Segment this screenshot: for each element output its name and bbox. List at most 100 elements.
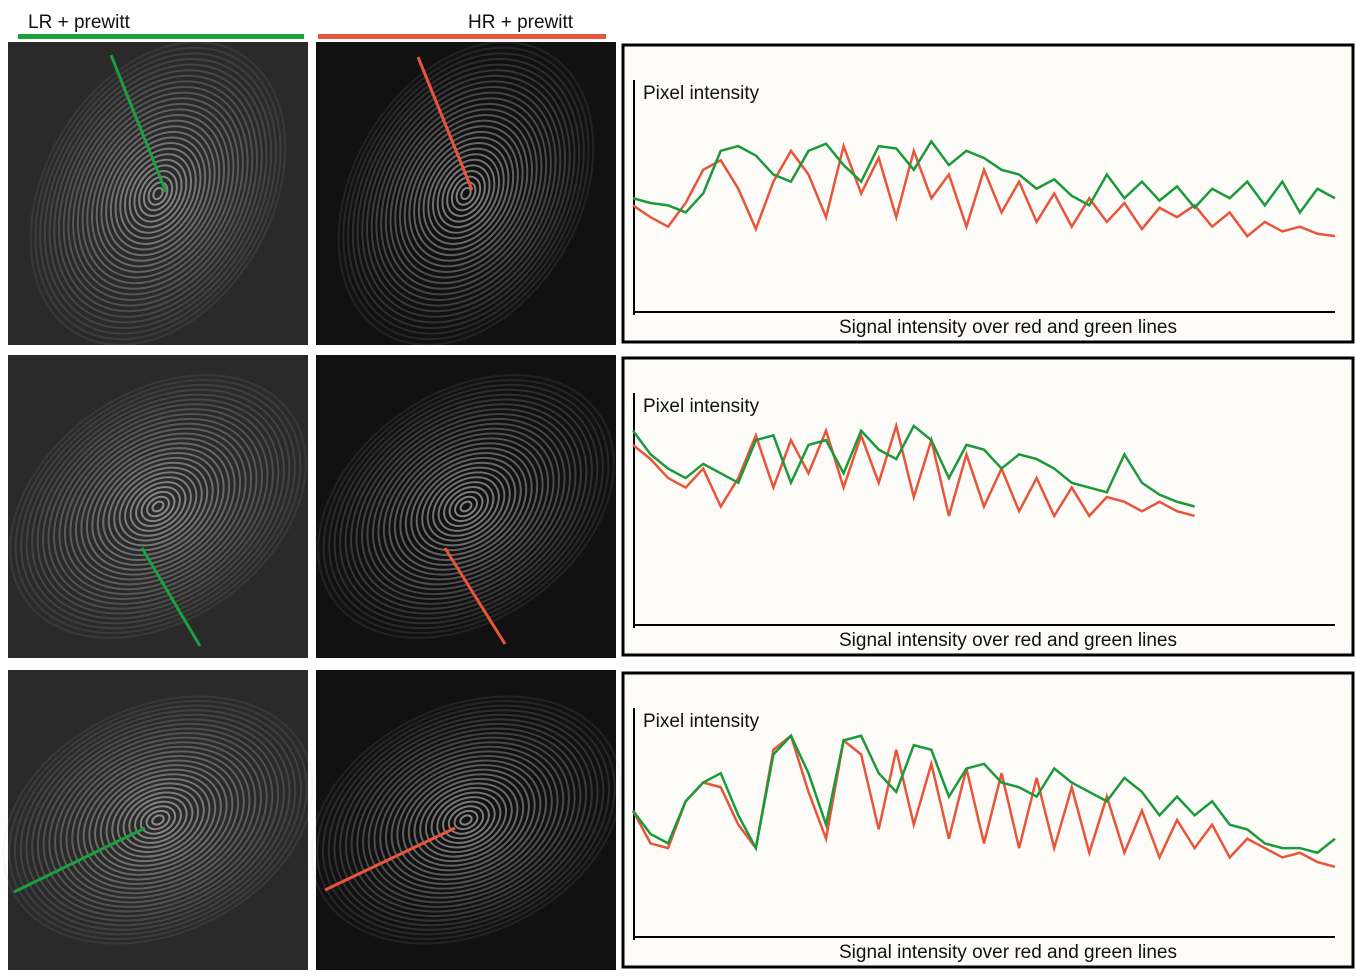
ring xyxy=(9,374,307,639)
ring xyxy=(356,732,576,908)
ring xyxy=(350,403,582,610)
ring xyxy=(82,759,234,881)
ring xyxy=(152,186,164,201)
ring xyxy=(99,773,217,867)
ring xyxy=(362,736,570,904)
image-panel xyxy=(316,355,616,658)
ring xyxy=(394,108,538,279)
ring xyxy=(442,800,490,840)
ring xyxy=(42,727,274,913)
ring xyxy=(419,782,513,858)
ring xyxy=(382,432,550,581)
ring xyxy=(94,768,222,872)
hr-bar xyxy=(318,34,606,39)
profile-line xyxy=(324,826,456,892)
ring xyxy=(116,786,200,854)
x-axis-label: Signal intensity over red and green line… xyxy=(839,630,1177,651)
ring xyxy=(436,158,496,229)
ring xyxy=(57,74,259,313)
ring xyxy=(460,186,472,201)
ring xyxy=(20,383,296,630)
ring xyxy=(134,800,182,840)
ring xyxy=(53,413,263,600)
ring xyxy=(317,374,615,639)
ring xyxy=(107,461,209,552)
data-line xyxy=(631,733,1336,869)
y-axis-label: Pixel intensity xyxy=(643,711,760,732)
ring xyxy=(90,114,226,273)
image-panel xyxy=(8,41,308,346)
ring xyxy=(119,147,197,240)
ring xyxy=(379,750,553,890)
ring xyxy=(347,52,585,335)
chart-frame xyxy=(621,671,1355,969)
ring xyxy=(81,102,235,285)
ring xyxy=(62,80,254,307)
ring xyxy=(111,782,205,858)
data-line xyxy=(632,139,1336,215)
ring xyxy=(2,695,314,945)
ring xyxy=(408,125,524,262)
ring xyxy=(328,383,604,630)
ring xyxy=(59,741,257,899)
ring xyxy=(113,466,203,547)
ring xyxy=(80,437,236,576)
ring xyxy=(459,814,473,826)
ring xyxy=(339,718,593,922)
ring xyxy=(91,447,225,566)
ring xyxy=(333,713,599,927)
ring xyxy=(122,791,194,849)
ring xyxy=(361,413,571,600)
x-axis-label: Signal intensity over red and green line… xyxy=(839,317,1177,338)
ring xyxy=(403,119,529,268)
ring xyxy=(67,86,249,301)
ring xyxy=(454,495,478,518)
ring xyxy=(140,490,176,523)
ring xyxy=(441,164,491,223)
ring xyxy=(316,700,616,940)
charts: Pixel intensity Signal intensity over red… xyxy=(621,43,1355,969)
ring xyxy=(365,74,567,313)
data-line xyxy=(632,733,1336,855)
ring xyxy=(366,417,566,596)
ring xyxy=(424,786,508,854)
ring xyxy=(371,422,561,591)
ring xyxy=(384,754,548,886)
ring xyxy=(390,759,542,881)
ring xyxy=(399,447,533,566)
ring xyxy=(86,108,230,279)
ring xyxy=(432,476,500,537)
ring xyxy=(128,796,188,844)
ring xyxy=(47,408,269,605)
ring xyxy=(146,495,170,518)
hr-header: HR + prewitt xyxy=(468,12,574,33)
ring xyxy=(95,119,221,268)
ring xyxy=(459,500,473,513)
ring xyxy=(25,713,291,927)
ring xyxy=(384,97,548,290)
ring xyxy=(48,732,268,908)
ring xyxy=(100,125,216,262)
ring xyxy=(413,130,519,257)
ring xyxy=(339,393,593,620)
ring xyxy=(389,102,543,285)
ring xyxy=(356,63,576,324)
ring xyxy=(25,388,291,625)
image-bg xyxy=(8,670,308,970)
ring xyxy=(13,704,303,936)
ring xyxy=(69,427,247,586)
ring xyxy=(443,486,489,527)
ring xyxy=(396,764,536,876)
ring xyxy=(53,69,263,318)
image-panel xyxy=(8,355,308,658)
ring xyxy=(388,437,544,576)
ring xyxy=(404,451,528,562)
image-panel xyxy=(2,670,314,970)
ring xyxy=(431,153,501,234)
ring xyxy=(76,754,240,886)
ring xyxy=(351,57,581,330)
image-bg xyxy=(316,670,616,970)
ring xyxy=(447,805,485,835)
ring xyxy=(380,91,552,296)
